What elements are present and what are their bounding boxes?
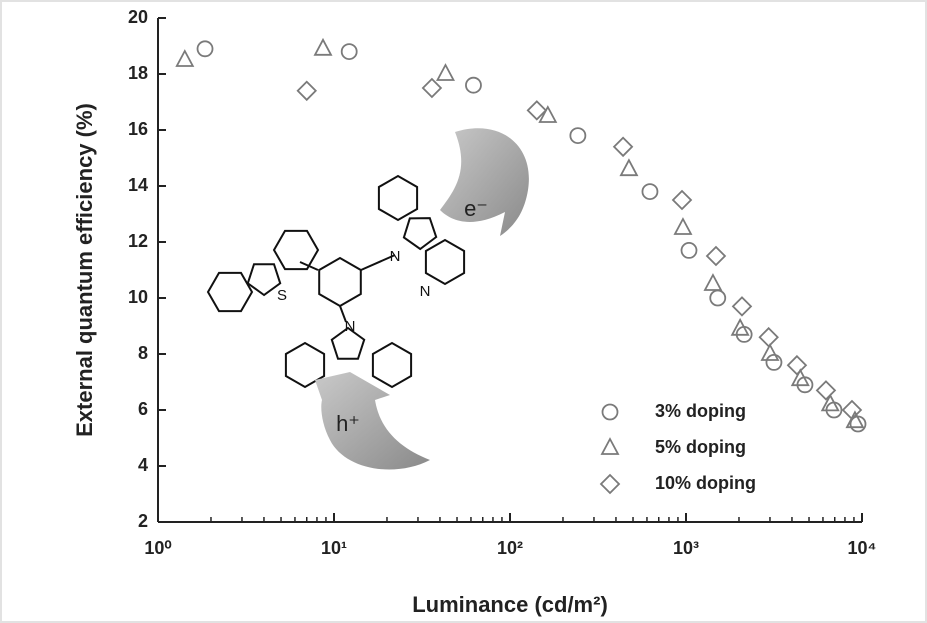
y-tick-label: 14: [128, 175, 148, 195]
y-tick-label: 16: [128, 119, 148, 139]
marker: [421, 77, 443, 99]
legend-marker: [599, 473, 621, 495]
ring: [284, 341, 326, 389]
marker: [820, 393, 840, 412]
x-tick-label: 10¹: [321, 538, 347, 558]
marker: [703, 273, 723, 291]
marker: [790, 368, 810, 387]
ring: [377, 174, 419, 222]
marker: [526, 100, 548, 121]
electron-arrow: [440, 128, 529, 236]
bond: [299, 261, 319, 271]
legend-label: 5% doping: [655, 437, 746, 457]
marker: [760, 343, 780, 361]
y-tick-label: 2: [138, 511, 148, 531]
ring: [371, 341, 413, 389]
atom-label: N: [345, 318, 356, 335]
y-axis-label: External quantum efficiency (%): [72, 103, 97, 437]
marker: [175, 49, 195, 67]
marker: [815, 380, 837, 401]
ring: [318, 256, 362, 308]
ring: [246, 263, 282, 297]
marker: [641, 183, 659, 201]
annotation: h⁺: [336, 411, 360, 436]
y-tick-label: 12: [128, 231, 148, 251]
ring: [402, 217, 438, 251]
ring: [206, 271, 254, 313]
atom-label: N: [420, 283, 431, 300]
annotation: e⁻: [464, 196, 488, 221]
marker: [845, 410, 865, 429]
marker: [296, 80, 318, 102]
legend-marker: [601, 403, 619, 421]
marker: [731, 296, 753, 317]
bond: [360, 254, 396, 271]
y-tick-label: 18: [128, 63, 148, 83]
marker: [465, 76, 482, 94]
marker: [758, 326, 779, 348]
y-tick-label: 4: [138, 455, 148, 475]
hole-arrow: [315, 372, 430, 470]
x-tick-label: 10⁴: [848, 538, 877, 558]
x-tick-label: 10³: [673, 538, 699, 558]
marker: [786, 354, 808, 376]
legend-label: 3% doping: [655, 401, 746, 421]
marker: [612, 136, 634, 158]
ring: [330, 326, 366, 360]
marker: [705, 245, 727, 267]
marker: [765, 353, 783, 371]
y-tick-label: 10: [128, 287, 148, 307]
atom-label: N: [390, 248, 401, 265]
marker: [680, 241, 698, 259]
marker: [196, 40, 214, 58]
y-tick-label: 6: [138, 399, 148, 419]
legend-marker: [600, 437, 620, 455]
y-tick-label: 8: [138, 343, 148, 363]
marker: [709, 289, 727, 307]
y-tick-label: 20: [128, 7, 148, 27]
legend-label: 10% doping: [655, 473, 756, 493]
marker: [538, 105, 558, 123]
marker: [340, 43, 358, 60]
x-axis-label: Luminance (cd/m²): [412, 592, 608, 617]
marker: [730, 317, 750, 336]
x-tick-label: 10²: [497, 538, 523, 558]
marker: [671, 189, 693, 211]
x-tick-label: 10⁰: [144, 538, 171, 558]
bond: [339, 305, 347, 323]
marker: [619, 158, 639, 177]
marker: [673, 217, 693, 235]
atom-label: S: [277, 287, 287, 304]
marker: [841, 399, 863, 421]
marker: [313, 37, 333, 56]
ring: [272, 229, 320, 271]
marker: [569, 127, 587, 145]
marker: [435, 63, 455, 81]
molecule: [206, 174, 466, 389]
ring: [424, 238, 466, 286]
